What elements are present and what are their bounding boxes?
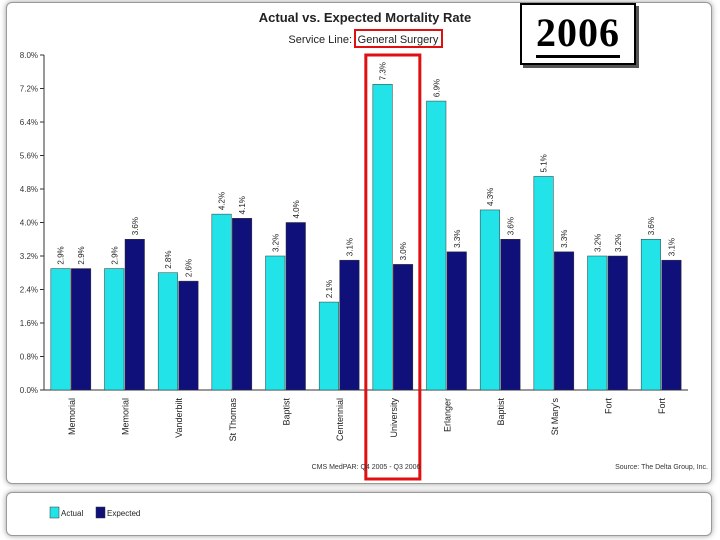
bar-expected-0 — [71, 268, 92, 391]
data-label-actual-0: 2.9% — [57, 246, 66, 264]
data-label-expected-4: 4.0% — [292, 200, 301, 218]
x-tick-label-1: Memorial — [121, 398, 131, 435]
bar-actual-4 — [265, 255, 286, 391]
x-tick-label-7: Erlanger — [443, 398, 453, 432]
data-label-actual-9: 5.1% — [540, 154, 549, 172]
x-tick-label-10: Fort — [604, 398, 614, 415]
bar-expected-11 — [661, 259, 682, 391]
data-label-expected-5: 3.1% — [345, 238, 354, 256]
x-tick-label-9: St Mary's — [550, 398, 560, 436]
x-tick-label-2: Vanderbilt — [174, 398, 184, 438]
data-label-expected-1: 3.6% — [131, 217, 140, 235]
bar-actual-11 — [640, 239, 661, 391]
bar-actual-2 — [157, 272, 178, 391]
bar-actual-10 — [587, 255, 608, 391]
data-label-actual-5: 2.1% — [325, 280, 334, 298]
legend: Actual Expected — [49, 506, 140, 519]
data-label-actual-3: 4.2% — [218, 192, 227, 210]
x-axis-labels: Memorial Memorial Vanderbilt St Thomas Bapti… — [67, 398, 667, 442]
data-label-actual-8: 4.3% — [486, 188, 495, 206]
data-label-expected-10: 3.2% — [614, 234, 623, 252]
subtitle-service-line: General Surgery — [358, 34, 439, 46]
footer-right: Source: The Delta Group, Inc. — [615, 464, 708, 471]
data-label-actual-11: 3.6% — [647, 217, 656, 235]
y-tick-label: 0.8% — [20, 353, 38, 362]
bar-expected-8 — [500, 239, 521, 391]
data-label-expected-6: 3.0% — [399, 242, 408, 260]
data-label-expected-3: 4.1% — [238, 196, 247, 214]
y-tick-label: 5.6% — [20, 152, 38, 161]
bar-expected-10 — [607, 255, 628, 391]
data-label-expected-9: 3.3% — [560, 230, 569, 248]
bar-expected-4 — [285, 222, 306, 391]
bar-expected-3 — [232, 218, 253, 391]
bar-expected-9 — [554, 251, 575, 391]
bar-actual-7 — [426, 100, 447, 391]
y-tick-label: 1.6% — [20, 319, 38, 328]
y-tick-label: 4.8% — [20, 185, 38, 194]
data-label-expected-7: 3.3% — [453, 230, 462, 248]
value-labels: 2.9% 2.9% 2.9% 3.6% 2.8% 2.6% 4.2% 4.1% 3.2% 4.0%… — [57, 62, 677, 298]
year-label: 2006 — [536, 10, 620, 58]
y-tick-label: 3.2% — [20, 252, 38, 261]
y-tick-label: 4.0% — [20, 219, 38, 228]
y-tick-label: 7.2% — [20, 85, 38, 94]
y-tick-label: 6.4% — [20, 118, 38, 127]
data-label-actual-10: 3.2% — [593, 234, 602, 252]
legend-label-expected: Expected — [107, 509, 140, 518]
bar-expected-2 — [178, 280, 199, 391]
bar-actual-9 — [533, 176, 554, 391]
chart-subtitle: Service Line: — [288, 34, 352, 46]
data-label-actual-4: 3.2% — [271, 234, 280, 252]
y-tick-label: 2.4% — [20, 286, 38, 295]
bar-expected-7 — [446, 251, 467, 391]
x-tick-label-4: Baptist — [282, 398, 292, 426]
chart-panel — [6, 2, 712, 484]
y-tick-label: 0.0% — [20, 386, 38, 395]
y-axis: 0.0% 0.8% 1.6% 2.4% 3.2% 4.0% 4.8% 5.6% 6.4% 7.2%… — [20, 51, 688, 395]
x-tick-label-8: Baptist — [496, 398, 506, 426]
bars — [50, 84, 682, 391]
data-label-expected-8: 3.6% — [506, 217, 515, 235]
bar-actual-1 — [104, 268, 125, 391]
bar-expected-6 — [393, 264, 414, 391]
bar-actual-5 — [318, 301, 339, 391]
data-label-expected-0: 2.9% — [77, 246, 86, 264]
x-tick-label-6: University — [389, 398, 399, 438]
bar-actual-8 — [479, 209, 500, 391]
y-tick-label: 8.0% — [20, 51, 38, 60]
data-label-actual-7: 6.9% — [432, 79, 441, 97]
university-highlight-box — [364, 53, 422, 481]
subtitle-highlight-box — [354, 29, 443, 48]
legend-panel — [6, 492, 712, 536]
x-tick-label-5: Centennial — [335, 398, 345, 441]
data-label-expected-2: 2.6% — [184, 259, 193, 277]
year-box: 2006 — [520, 3, 636, 65]
x-tick-label-3: St Thomas — [228, 398, 238, 442]
chart-title: Actual vs. Expected Mortality Rate — [259, 10, 471, 25]
bar-actual-3 — [211, 213, 232, 391]
legend-swatch-expected — [95, 506, 106, 519]
legend-label-actual: Actual — [61, 509, 83, 518]
bar-actual-0 — [50, 268, 71, 391]
data-label-expected-11: 3.1% — [667, 238, 676, 256]
bar-expected-1 — [124, 239, 145, 391]
legend-swatch-actual — [49, 506, 60, 519]
data-label-actual-2: 2.8% — [164, 251, 173, 269]
x-tick-label-0: Memorial — [67, 398, 77, 435]
data-label-actual-1: 2.9% — [110, 246, 119, 264]
footer-center: CMS MedPAR: Q4 2005 - Q3 2006 — [312, 464, 421, 471]
data-label-actual-6: 7.3% — [379, 62, 388, 80]
bar-expected-5 — [339, 259, 360, 391]
x-tick-label-11: Fort — [657, 398, 667, 415]
bar-actual-6 — [372, 84, 393, 391]
